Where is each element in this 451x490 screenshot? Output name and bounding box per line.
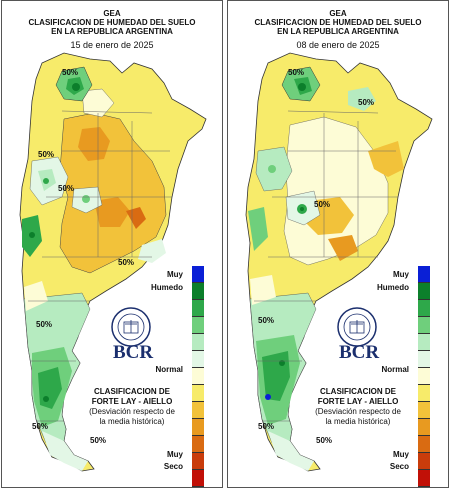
scale-swatch: [192, 266, 204, 283]
scale-swatch: [192, 453, 204, 470]
deviation-line-1: (Desviación respecto de: [315, 407, 401, 416]
scale-swatch: [418, 300, 430, 317]
scale-swatch: [192, 419, 204, 436]
classification-line-2: FORTE LAY - AIELLO: [317, 397, 399, 406]
title-line-2: CLASIFICACION DE HUMEDAD DEL SUELO: [28, 18, 196, 27]
legend-humedo-label: Humedo: [151, 283, 183, 292]
scale-swatch: [418, 317, 430, 334]
bolsa-seal-logo: [337, 307, 377, 347]
contour-label: 50%: [62, 68, 78, 77]
bcr-logo-text: BCR: [338, 342, 380, 363]
bolsa-seal-logo: [111, 307, 151, 347]
classification-line-1: CLASIFICACION DE: [94, 387, 170, 396]
scale-swatch: [192, 317, 204, 334]
legend-muy-seco-label: Muy: [167, 450, 183, 459]
legend-normal-label: Normal: [381, 365, 409, 374]
deviation-line-2: la media histórica): [325, 417, 391, 426]
legend-muy-label: Muy: [393, 270, 409, 279]
classification-title: CLASIFICACION DE FORTE LAY - AIELLO: [303, 387, 413, 407]
scale-swatch: [192, 436, 204, 453]
scale-swatch: [192, 283, 204, 300]
contour-label: 50%: [314, 200, 330, 209]
legend-humedo-label: Humedo: [377, 283, 409, 292]
scale-swatch: [192, 300, 204, 317]
contour-label: 50%: [90, 436, 106, 445]
title-line-3: EN LA REPUBLICA ARGENTINA: [51, 27, 173, 36]
classification-line-1: CLASIFICACION DE: [320, 387, 396, 396]
scale-swatch: [418, 266, 430, 283]
scale-swatch: [192, 334, 204, 351]
deviation-note: (Desviación respecto de la media históri…: [300, 407, 416, 427]
contour-label: 50%: [258, 316, 274, 325]
contour-label: 50%: [288, 68, 304, 77]
map-panel-08-enero: 50% 50% 50% 50% 50% 50% GEA CLASIFICACIO…: [227, 0, 449, 488]
legend-muy-label: Muy: [167, 270, 183, 279]
scale-swatch: [418, 436, 430, 453]
argentina-soil-moisture-map: 50% 50% 50% 50% 50% 50%: [245, 52, 433, 472]
color-scale-legend: [192, 266, 204, 487]
contour-label: 50%: [36, 320, 52, 329]
title-line-1: GEA: [329, 9, 347, 18]
scale-swatch: [418, 470, 430, 487]
deviation-line-2: la media histórica): [99, 417, 165, 426]
scale-swatch: [192, 368, 204, 385]
map-date: 08 de enero de 2025: [296, 40, 380, 50]
title-line-3: EN LA REPUBLICA ARGENTINA: [277, 27, 399, 36]
legend-seco-label: Seco: [163, 462, 183, 471]
title-line-2: CLASIFICACION DE HUMEDAD DEL SUELO: [254, 18, 422, 27]
argentina-soil-moisture-map: 50% 50% 50% 50% 50% 50% 50%: [19, 52, 207, 472]
contour-label: 50%: [118, 258, 134, 267]
classification-title: CLASIFICACION DE FORTE LAY - AIELLO: [77, 387, 187, 407]
scale-swatch: [418, 453, 430, 470]
contour-label: 50%: [258, 422, 274, 431]
contour-label: 50%: [38, 150, 54, 159]
map-date: 15 de enero de 2025: [70, 40, 154, 50]
contour-label: 50%: [32, 422, 48, 431]
map-panel-15-enero: 50% 50% 50% 50% 50% 50% 50% GEA CLASIFIC…: [1, 0, 223, 488]
scale-swatch: [418, 368, 430, 385]
scale-swatch: [418, 351, 430, 368]
scale-swatch: [418, 334, 430, 351]
scale-swatch: [192, 470, 204, 487]
scale-swatch: [418, 385, 430, 402]
scale-swatch: [192, 402, 204, 419]
contour-label: 50%: [358, 98, 374, 107]
legend-normal-label: Normal: [155, 365, 183, 374]
deviation-note: (Desviación respecto de la media históri…: [74, 407, 190, 427]
scale-swatch: [418, 402, 430, 419]
scale-swatch: [418, 419, 430, 436]
contour-label: 50%: [316, 436, 332, 445]
scale-swatch: [418, 283, 430, 300]
classification-line-2: FORTE LAY - AIELLO: [91, 397, 173, 406]
scale-swatch: [192, 351, 204, 368]
scale-swatch: [192, 385, 204, 402]
title-line-1: GEA: [103, 9, 121, 18]
deviation-line-1: (Desviación respecto de: [89, 407, 175, 416]
legend-muy-seco-label: Muy: [393, 450, 409, 459]
legend-seco-label: Seco: [389, 462, 409, 471]
contour-label: 50%: [58, 184, 74, 193]
color-scale-legend: [418, 266, 430, 487]
bcr-logo-text: BCR: [112, 342, 154, 363]
